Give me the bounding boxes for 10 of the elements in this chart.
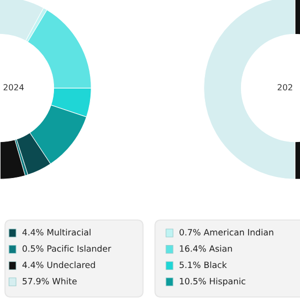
text: 2024 xyxy=(4,84,24,90)
legend-label: 4.4% Multiracial xyxy=(22,228,90,236)
legend-label: 0.7% American Indian xyxy=(180,228,274,236)
legend-label: 4.4% Undeclared xyxy=(22,261,95,268)
text: 202 xyxy=(278,84,292,90)
legend-label: 57.9% White xyxy=(22,278,77,284)
legend-label: 5.1% Black xyxy=(180,261,227,268)
legend-label: 10.5% Hispanic xyxy=(180,278,246,286)
legend-label: 16.4% Asian xyxy=(180,245,232,252)
legend-label: 0.5% Pacific Islander xyxy=(22,245,112,252)
